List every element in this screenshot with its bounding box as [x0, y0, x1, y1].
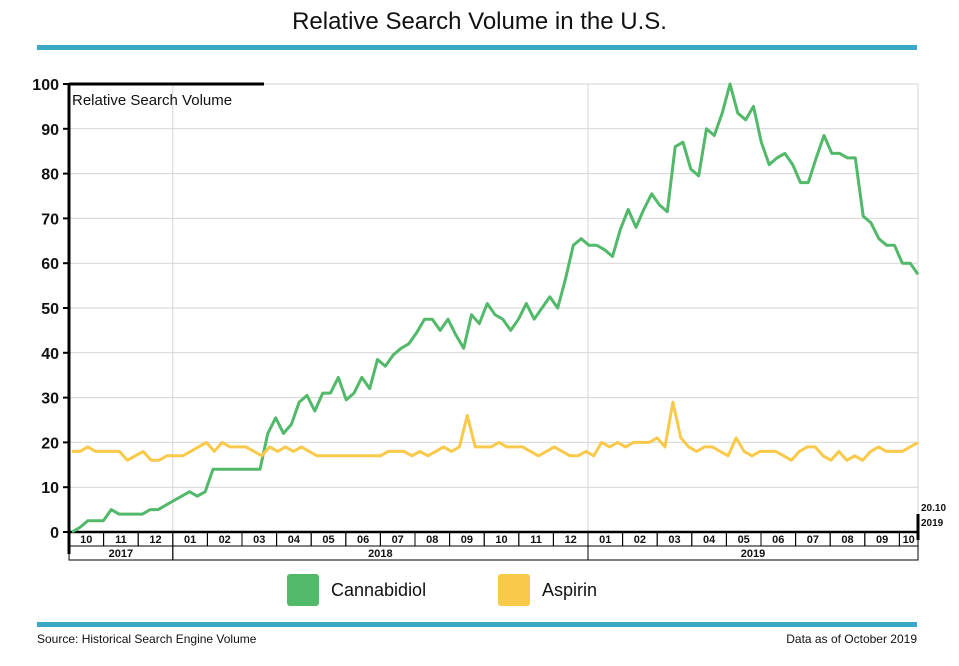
month-label: 06	[357, 534, 369, 546]
month-label: 04	[703, 534, 716, 546]
month-label: 09	[461, 534, 473, 546]
year-label: 2018	[368, 548, 392, 560]
month-label: 11	[115, 534, 127, 546]
grid	[69, 83, 919, 532]
month-label: 02	[219, 534, 231, 546]
month-label: 08	[841, 534, 853, 546]
year-label: 2017	[109, 548, 133, 560]
month-label: 05	[322, 534, 334, 546]
y-tick-label: 100	[32, 77, 59, 94]
year-cell	[587, 545, 919, 561]
series-lines	[71, 82, 920, 534]
month-label: 10	[495, 534, 507, 546]
month-label: 12	[149, 534, 161, 546]
y-tick-label: 0	[50, 525, 59, 542]
y-tick-label: 20	[41, 435, 59, 452]
y-tick-label: 10	[41, 480, 59, 497]
legend-item-cannabidiol: Cannabidiol	[287, 573, 426, 607]
month-label: 06	[772, 534, 784, 546]
month-label: 08	[426, 534, 438, 546]
bottom-divider	[37, 622, 917, 627]
y-tick-label: 30	[41, 391, 59, 408]
y-tick-label: 50	[41, 301, 59, 318]
month-label: 03	[253, 534, 265, 546]
chart-title: Relative Search Volume in the U.S.	[292, 8, 667, 35]
legend-swatch-cannabidiol	[287, 574, 319, 606]
legend-label-cannabidiol: Cannabidiol	[331, 579, 427, 600]
y-tick-label: 60	[41, 256, 59, 273]
month-label: 01	[184, 534, 196, 546]
month-label: 12	[565, 534, 577, 546]
month-label: 10	[903, 534, 915, 546]
month-label: 04	[288, 534, 301, 546]
end-date-label: 20.10	[921, 503, 946, 514]
data-date-note: Data as of October 2019	[786, 632, 917, 646]
series-line-aspirin	[72, 400, 919, 462]
y-tick-label: 90	[41, 122, 59, 139]
y-tick-label: 80	[41, 167, 59, 184]
year-label: 2019	[741, 548, 765, 560]
month-label: 01	[599, 534, 611, 546]
legend-label-aspirin: Aspirin	[542, 579, 598, 600]
axes	[63, 82, 920, 561]
source-note: Source: Historical Search Engine Volume	[37, 632, 257, 646]
month-label: 07	[807, 534, 819, 546]
month-label: 02	[634, 534, 646, 546]
top-divider	[37, 45, 917, 50]
month-label: 03	[668, 534, 680, 546]
legend-swatch-aspirin	[498, 574, 530, 606]
y-tick-label: 40	[41, 346, 59, 363]
legend-item-aspirin: Aspirin	[498, 573, 597, 607]
month-label: 05	[738, 534, 750, 546]
end-date-label: 2019	[921, 518, 944, 529]
y-tick-label: 70	[41, 211, 59, 228]
month-label: 07	[392, 534, 404, 546]
y-axis-label: Relative Search Volume	[72, 92, 232, 109]
month-label: 09	[876, 534, 888, 546]
month-label: 10	[80, 534, 92, 546]
month-label: 11	[530, 534, 542, 546]
series-line-cannabidiol	[71, 82, 920, 534]
